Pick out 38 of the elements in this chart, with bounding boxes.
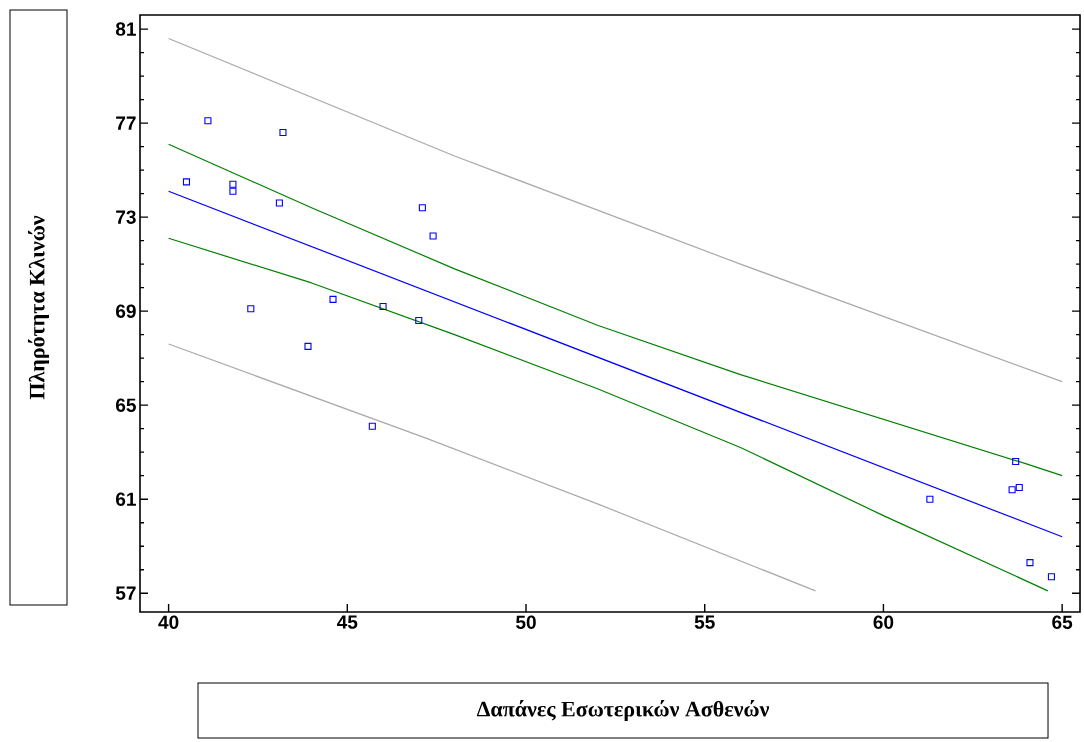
point — [1008, 486, 1016, 494]
point — [229, 187, 237, 195]
point — [229, 180, 237, 188]
line-series — [168, 37, 1063, 383]
point — [329, 295, 337, 303]
point — [1047, 573, 1055, 581]
y-tick-label: 73 — [116, 210, 136, 224]
point — [368, 422, 376, 430]
x-tick-label: 55 — [694, 615, 715, 629]
point — [379, 302, 387, 310]
y-tick-label: 57 — [115, 586, 136, 600]
y-tick-label: 61 — [116, 492, 136, 506]
point — [279, 128, 287, 137]
x-tick-label: 40 — [158, 615, 179, 629]
x-axis-title: Δαπάνες Εσωτερικών Ασθενών — [476, 699, 770, 722]
x-tick-label: 60 — [873, 615, 894, 629]
point — [1012, 458, 1020, 466]
point — [415, 317, 423, 325]
y-tick-label: 77 — [116, 116, 136, 130]
x-tick-label: 45 — [337, 615, 358, 629]
point — [204, 117, 212, 125]
point — [429, 232, 437, 240]
y-tick-label: 81 — [115, 22, 136, 36]
point — [304, 342, 312, 350]
point — [247, 305, 255, 313]
y-tick-label: 69 — [116, 304, 136, 318]
line-series — [168, 237, 1049, 592]
line-series — [168, 343, 817, 592]
point — [275, 199, 283, 207]
point — [1015, 483, 1023, 491]
y-tick-label: 65 — [116, 398, 136, 412]
point — [1026, 559, 1034, 567]
x-tick-label: 65 — [1052, 615, 1073, 629]
x-tick-label: 50 — [516, 615, 536, 629]
y-axis-title: Πληρότητα Κλινών — [27, 215, 50, 400]
point — [418, 204, 426, 212]
point — [926, 495, 934, 503]
point — [182, 178, 191, 186]
